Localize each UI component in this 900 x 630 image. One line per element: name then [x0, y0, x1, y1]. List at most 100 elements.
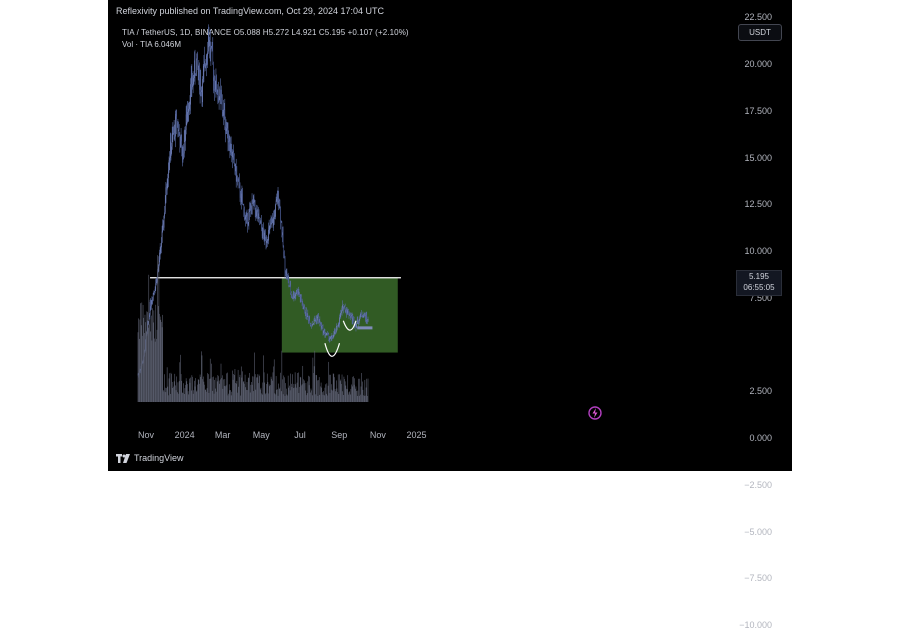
volume-bar — [340, 379, 342, 402]
volume-bar — [325, 393, 327, 402]
candle-body — [208, 34, 209, 52]
volume-bar — [182, 393, 184, 402]
volume-bar — [213, 376, 214, 402]
candle-body — [335, 329, 336, 332]
volume-bar — [147, 327, 149, 402]
candle-body — [281, 222, 283, 236]
candle-body — [195, 58, 197, 76]
time-axis-label: Mar — [214, 430, 231, 440]
volume-bar — [144, 314, 146, 402]
volume-bar — [309, 376, 311, 402]
candle-body — [200, 79, 202, 93]
candle-body — [217, 94, 219, 96]
candle-body — [173, 126, 175, 134]
currency-button[interactable]: USDT — [738, 24, 782, 41]
candle-body — [183, 146, 184, 154]
candle-body — [234, 155, 235, 166]
candle-body — [270, 222, 272, 228]
candle-body — [234, 165, 236, 172]
volume-legend[interactable]: Vol · TIA 6.046M — [122, 40, 181, 49]
volume-bar — [356, 390, 357, 402]
price-axis-label: −5.000 — [744, 526, 772, 537]
price-chart[interactable] — [108, 0, 792, 440]
volume-bar — [161, 321, 162, 402]
candle-body — [225, 126, 227, 131]
candle-body — [179, 135, 181, 148]
volume-bar — [197, 384, 198, 402]
volume-bar — [214, 379, 215, 402]
volume-bar — [173, 381, 175, 402]
volume-bar — [298, 372, 299, 402]
candle-body — [251, 200, 253, 215]
candle-body — [285, 273, 286, 275]
volume-bar — [152, 308, 153, 402]
volume-bar — [312, 357, 314, 402]
candle-body — [341, 311, 342, 313]
volume-bar — [244, 374, 246, 402]
volume-bar — [360, 386, 362, 402]
volume-bar — [306, 395, 307, 402]
volume-bar — [268, 393, 269, 402]
volume-bar — [346, 388, 347, 402]
volume-bar — [364, 379, 366, 402]
candle-body — [189, 101, 190, 109]
volume-bar — [140, 325, 142, 402]
volume-bar — [152, 322, 154, 402]
volume-bar — [345, 385, 347, 402]
candle-body — [332, 337, 334, 338]
candle-body — [342, 304, 344, 310]
volume-bar — [156, 329, 158, 402]
volume-bar — [303, 379, 304, 402]
volume-bar — [210, 378, 212, 402]
candle-body — [171, 134, 173, 147]
flash-icon[interactable] — [588, 406, 602, 420]
volume-bar — [284, 377, 285, 402]
volume-bar — [313, 366, 315, 402]
volume-bar — [184, 388, 186, 402]
candle-body — [245, 216, 247, 219]
volume-bar — [265, 392, 267, 402]
volume-bar — [358, 395, 360, 402]
candle-body — [232, 151, 234, 153]
volume-bar — [205, 389, 207, 402]
volume-bar — [209, 378, 210, 402]
volume-bar — [174, 373, 176, 402]
candle-body — [306, 313, 308, 318]
volume-bar — [252, 376, 253, 402]
candle-body — [365, 315, 366, 321]
candle-body — [312, 324, 314, 326]
candle-body — [275, 204, 276, 217]
candle-body — [264, 232, 266, 240]
candle-body — [255, 209, 257, 217]
volume-bar — [286, 394, 288, 402]
candle-body — [279, 205, 281, 208]
candle-body — [219, 88, 221, 98]
footer-brand[interactable]: TradingView — [116, 453, 184, 463]
volume-bar — [269, 386, 271, 402]
volume-bar — [311, 395, 313, 402]
candle-body — [351, 315, 352, 317]
candle-body — [313, 319, 315, 324]
candle-body — [176, 121, 178, 123]
candle-body — [358, 323, 359, 324]
candle-body — [159, 246, 161, 253]
volume-bar — [140, 303, 141, 402]
symbol-legend[interactable]: TIA / TetherUS, 1D, BINANCE O5.088 H5.27… — [122, 28, 409, 37]
volume-bar — [151, 315, 152, 402]
volume-bar — [255, 389, 257, 402]
volume-bar — [344, 378, 345, 402]
candle-body — [259, 222, 261, 224]
volume-bar — [213, 393, 215, 402]
volume-bar — [188, 394, 189, 402]
volume-bar — [327, 395, 328, 402]
price-axis-label: 7.500 — [749, 292, 772, 303]
candle-body — [303, 308, 304, 309]
volume-bar — [324, 387, 326, 402]
volume-bar — [273, 359, 275, 402]
volume-bar — [223, 379, 224, 402]
candle-body — [156, 278, 157, 284]
volume-bar — [204, 389, 206, 402]
volume-bar — [279, 387, 281, 402]
volume-bar — [216, 381, 218, 402]
volume-bar — [221, 375, 223, 402]
